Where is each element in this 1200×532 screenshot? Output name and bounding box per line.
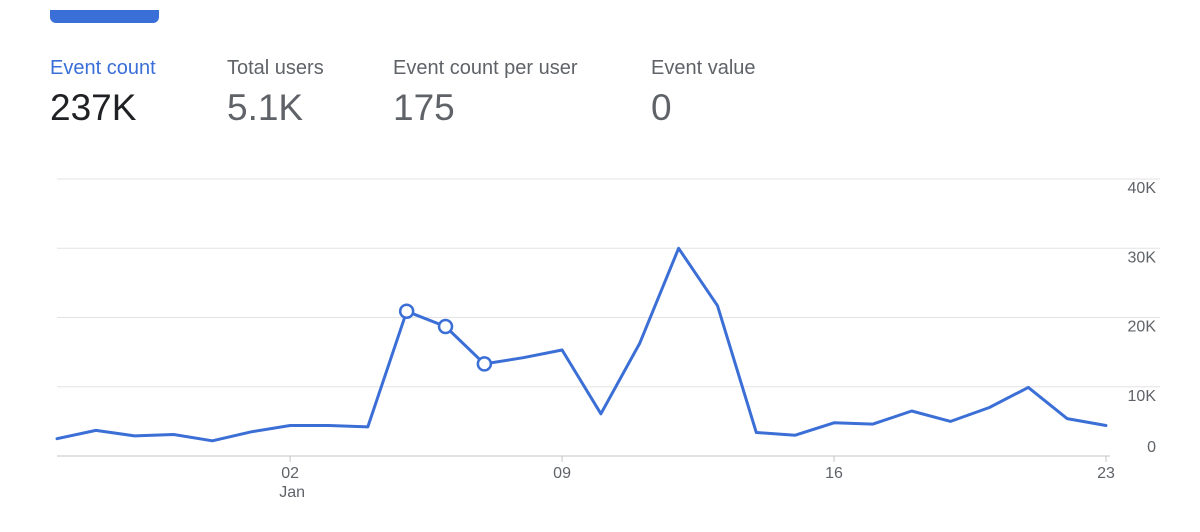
event-count-line-chart: 0 10K 20K 30K 40K 02 Jan 09 16 23	[55, 178, 1160, 501]
metric-value: 5.1K	[227, 87, 304, 128]
metric-label: Event count	[50, 57, 156, 79]
metric-tab-event-count-per-user[interactable]: Event count per user 175	[393, 56, 578, 130]
metric-label: Event value	[651, 57, 756, 79]
x-tick-label: 09	[553, 465, 571, 482]
metric-value: 175	[393, 87, 455, 128]
metric-label: Total users	[227, 57, 324, 79]
data-point[interactable]	[476, 356, 493, 372]
x-tick-label: 02	[281, 465, 299, 482]
series-line	[55, 246, 1108, 443]
y-tick-label: 20K	[1128, 319, 1157, 336]
metric-label: Event count per user	[393, 57, 578, 79]
data-point[interactable]	[437, 318, 454, 335]
metric-tab-total-users[interactable]: Total users 5.1K	[227, 56, 324, 130]
active-tab-indicator	[50, 10, 159, 23]
y-tick-label: 10K	[1128, 388, 1157, 405]
metric-tab-event-value[interactable]: Event value 0	[651, 56, 756, 130]
y-tick-label: 40K	[1128, 180, 1157, 197]
x-tick-label: 23	[1097, 465, 1115, 482]
data-point[interactable]	[398, 303, 415, 320]
y-tick-label: 30K	[1128, 249, 1157, 266]
metric-value: 237K	[50, 87, 137, 128]
metric-value: 0	[651, 87, 672, 128]
y-tick-label: 0	[1147, 439, 1156, 456]
metric-tab-event-count[interactable]: Event count 237K	[50, 56, 156, 130]
x-tick-label: 16	[825, 465, 843, 482]
x-tick-sublabel: Jan	[279, 484, 305, 501]
